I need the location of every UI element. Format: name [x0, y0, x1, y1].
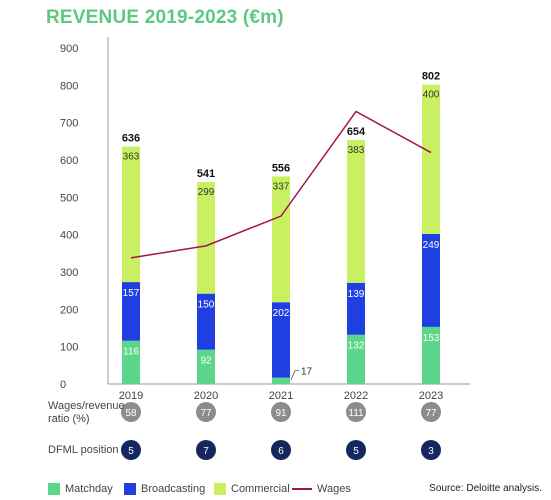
bar-matchday — [347, 334, 365, 384]
bar-label-matchday: 153 — [423, 333, 440, 344]
ratio-value: 77 — [200, 408, 212, 419]
y-tick-label: 600 — [60, 155, 78, 167]
position-circle — [196, 440, 216, 460]
bar-commercial — [272, 176, 290, 303]
bar-label-broadcasting: 202 — [273, 308, 290, 319]
legend-matchday: Matchday — [48, 483, 113, 495]
bar-label-broadcasting: 139 — [348, 289, 365, 300]
position-value: 5 — [128, 446, 134, 457]
legend-broadcasting-label: Broadcasting — [141, 483, 206, 495]
bar-total-label: 802 — [422, 71, 440, 83]
bar-matchday — [272, 377, 290, 384]
bar-total-label: 556 — [272, 162, 290, 174]
bar-label-broadcasting: 249 — [423, 240, 440, 251]
bar-total-label: 541 — [197, 168, 215, 180]
ratio-value: 91 — [275, 408, 287, 419]
position-value: 3 — [428, 446, 434, 457]
position-circle — [271, 440, 291, 460]
legend-wages: Wages — [292, 483, 351, 495]
position-value: 5 — [353, 446, 359, 457]
bar-label-matchday: 92 — [200, 356, 212, 367]
bar-commercial — [122, 146, 140, 283]
legend: Matchday Broadcasting Commercial Wages S… — [48, 483, 548, 499]
y-tick-label: 300 — [60, 267, 78, 279]
legend-commercial-label: Commercial — [231, 483, 290, 495]
ratio-value: 77 — [425, 408, 437, 419]
bar-commercial — [197, 182, 215, 294]
bar-total-label: 654 — [347, 126, 366, 138]
legend-wages-label: Wages — [317, 483, 351, 495]
revenue-chart: 0100200300400500600700800900116157363636… — [60, 37, 470, 460]
legend-commercial-swatch — [214, 483, 226, 495]
bar-commercial — [347, 139, 365, 283]
position-circle — [421, 440, 441, 460]
legend-wages-swatch — [292, 488, 312, 490]
x-tick-label: 2023 — [419, 390, 443, 402]
y-tick-label: 500 — [60, 192, 78, 204]
bar-label-broadcasting: 157 — [123, 288, 140, 299]
bar-label-commercial: 337 — [273, 181, 290, 192]
x-tick-label: 2021 — [269, 390, 293, 402]
bar-matchday — [422, 326, 440, 384]
legend-broadcasting: Broadcasting — [124, 483, 205, 495]
wages-line — [130, 110, 432, 259]
source-note: Source: Deloitte analysis. — [429, 483, 542, 494]
y-tick-label: 100 — [60, 342, 78, 354]
x-tick-label: 2020 — [194, 390, 218, 402]
ratio-label-line1: Wages/revenue — [48, 400, 125, 412]
ratio-circle — [346, 402, 366, 422]
position-value: 7 — [203, 446, 209, 457]
bar-label-broadcasting: 150 — [198, 300, 215, 311]
position-circle — [346, 440, 366, 460]
ratio-circle — [121, 402, 141, 422]
bar-label-matchday: 17 — [301, 367, 313, 378]
ratio-value: 58 — [125, 408, 137, 419]
legend-matchday-label: Matchday — [65, 483, 113, 495]
legend-broadcasting-swatch — [124, 483, 136, 495]
bar-broadcasting — [422, 233, 440, 327]
bar-broadcasting — [197, 293, 215, 350]
bar-label-matchday: 116 — [123, 347, 139, 358]
bar-commercial — [422, 84, 440, 234]
bar-label-commercial: 383 — [348, 145, 365, 156]
bar-broadcasting — [347, 282, 365, 335]
bar-label-commercial: 299 — [198, 187, 215, 198]
x-tick-label: 2019 — [119, 390, 143, 402]
ratio-circle — [421, 402, 441, 422]
bar-broadcasting — [272, 302, 290, 378]
y-tick-label: 0 — [60, 379, 66, 391]
ratio-row-label: Wages/revenue ratio (%) — [48, 400, 125, 426]
legend-commercial: Commercial — [214, 483, 290, 495]
position-value: 6 — [278, 446, 284, 457]
bar-label-commercial: 363 — [123, 152, 140, 163]
bar-matchday — [122, 340, 140, 384]
ratio-circle — [196, 402, 216, 422]
position-circle — [121, 440, 141, 460]
y-tick-label: 200 — [60, 304, 78, 316]
x-tick-label: 2022 — [344, 390, 368, 402]
matchday-leader-line — [290, 370, 299, 380]
bar-broadcasting — [122, 282, 140, 341]
chart-title: REVENUE 2019-2023 (€m) — [46, 7, 284, 28]
y-tick-label: 400 — [60, 230, 78, 242]
bar-total-label: 636 — [122, 133, 140, 145]
y-tick-label: 700 — [60, 118, 78, 130]
y-tick-label: 800 — [60, 80, 78, 92]
position-row-label: DFML position — [48, 444, 119, 456]
y-tick-label: 900 — [60, 43, 78, 55]
bar-label-commercial: 400 — [423, 90, 440, 101]
ratio-circle — [271, 402, 291, 422]
ratio-value: 111 — [348, 408, 364, 419]
bar-label-matchday: 132 — [348, 341, 365, 352]
bar-matchday — [197, 349, 215, 384]
ratio-label-line2: ratio (%) — [48, 413, 90, 425]
legend-matchday-swatch — [48, 483, 60, 495]
